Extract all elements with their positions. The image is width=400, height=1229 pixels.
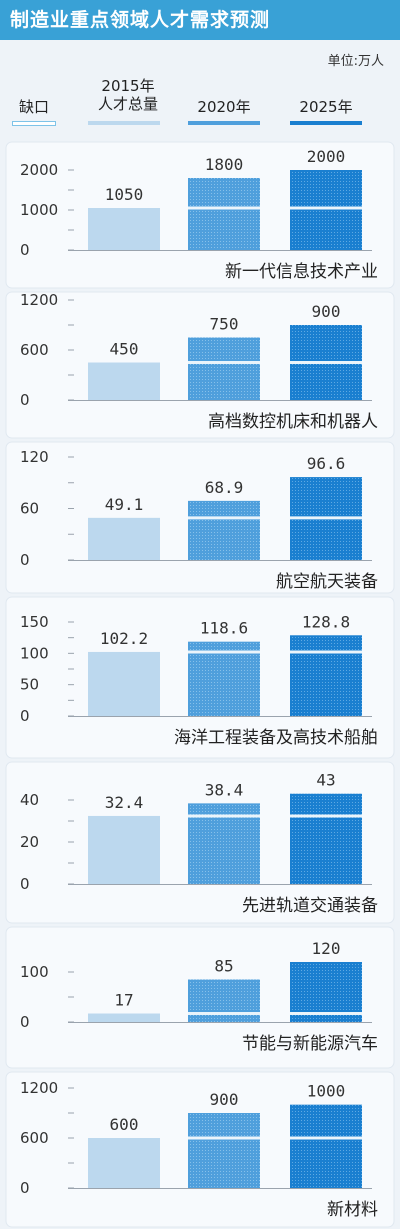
bar-2015: [88, 815, 160, 884]
data-label-2025: 96.6: [307, 454, 346, 473]
bar-2020: [188, 178, 260, 250]
bar-2015: [88, 1013, 160, 1022]
data-label-2015: 102.2: [100, 629, 148, 648]
data-label-2025: 120: [312, 939, 341, 958]
bar-2025: [290, 793, 362, 884]
y-tick-label: 0: [20, 1013, 30, 1031]
page-title: 制造业重点领域人才需求预测: [10, 9, 271, 31]
category-label: 先进轨道交通装备: [242, 896, 378, 916]
y-tick-label: 0: [20, 391, 30, 409]
bar-2015: [88, 1138, 160, 1188]
bar-2015: [88, 362, 160, 400]
legend-2015-swatch: [88, 121, 160, 125]
legend-gap-swatch: [12, 121, 56, 126]
y-tick-label: 60: [20, 500, 39, 518]
bar-2020: [188, 337, 260, 400]
data-label-2025: 2000: [307, 147, 346, 166]
bar-2015: [88, 208, 160, 250]
category-label: 航空航天装备: [276, 572, 378, 592]
legend-2025-label: 2025年: [299, 98, 353, 116]
data-label-2020: 118.6: [200, 619, 248, 638]
unit-label: 单位:万人: [327, 54, 384, 69]
category-label: 新材料: [327, 1200, 378, 1220]
legend-gap-label: 缺口: [18, 98, 49, 116]
y-tick-label: 40: [20, 791, 39, 809]
y-tick-label: 50: [20, 676, 39, 694]
title-bar: 制造业重点领域人才需求预测: [0, 0, 400, 40]
y-tick-label: 600: [20, 341, 49, 359]
category-label: 高档数控机床和机器人: [208, 412, 378, 432]
y-tick-label: 100: [20, 963, 49, 981]
legend-2020-swatch: [188, 121, 260, 125]
data-label-2025: 128.8: [302, 612, 350, 631]
data-label-2020: 68.9: [205, 478, 244, 497]
bar-2025: [290, 170, 362, 250]
y-tick-label: 0: [20, 875, 30, 893]
y-tick-label: 150: [20, 613, 49, 631]
legend-2015-label: 2015年 人才总量: [97, 77, 158, 113]
data-label-2020: 900: [210, 1090, 239, 1109]
legend-2020-label: 2020年: [197, 98, 251, 116]
data-label-2020: 38.4: [205, 780, 244, 799]
data-label-2020: 750: [210, 315, 239, 334]
data-label-2015: 32.4: [105, 793, 144, 812]
category-label: 海洋工程装备及高技术船舶: [174, 728, 378, 748]
data-label-2025: 1000: [307, 1082, 346, 1101]
data-label-2015: 17: [114, 991, 133, 1010]
bar-2015: [88, 651, 160, 716]
y-tick-label: 0: [20, 241, 30, 259]
y-tick-label: 20: [20, 833, 39, 851]
bar-2020: [188, 500, 260, 560]
bar-2015: [88, 517, 160, 560]
bar-2020: [188, 1113, 260, 1188]
bar-2020: [188, 979, 260, 1022]
data-label-2020: 1800: [205, 155, 244, 174]
data-label-2020: 85: [214, 957, 233, 976]
bar-2025: [290, 635, 362, 716]
category-label: 新一代信息技术产业: [225, 262, 378, 282]
y-tick-label: 120: [20, 448, 49, 466]
y-tick-label: 600: [20, 1129, 49, 1147]
y-tick-label: 2000: [20, 161, 58, 179]
data-label-2015: 1050: [105, 185, 144, 204]
category-label: 节能与新能源汽车: [242, 1034, 378, 1054]
data-label-2025: 43: [316, 771, 335, 790]
y-tick-label: 0: [20, 1179, 30, 1197]
y-tick-label: 1000: [20, 201, 58, 219]
data-label-2015: 49.1: [105, 495, 144, 514]
bar-2020: [188, 641, 260, 716]
y-tick-label: 100: [20, 644, 49, 662]
y-tick-label: 0: [20, 551, 30, 569]
y-tick-label: 1200: [20, 291, 58, 309]
y-tick-label: 0: [20, 707, 30, 725]
legend-2025-swatch: [290, 121, 362, 125]
bar-2025: [290, 1104, 362, 1188]
y-tick-label: 1200: [20, 1079, 58, 1097]
data-label-2025: 900: [312, 302, 341, 321]
data-label-2015: 450: [110, 340, 139, 359]
data-label-2015: 600: [110, 1115, 139, 1134]
